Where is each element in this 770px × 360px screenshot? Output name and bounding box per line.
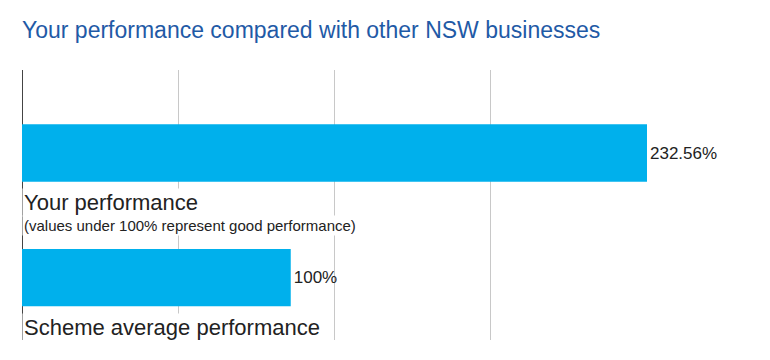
svg-text:Your performance: Your performance <box>24 190 198 215</box>
svg-text:100%: 100% <box>294 268 337 287</box>
svg-text:(values under 100% represent g: (values under 100% represent good perfor… <box>24 217 356 234</box>
svg-text:Your performance compared with: Your performance compared with other NSW… <box>22 17 600 43</box>
svg-text:Scheme average performance: Scheme average performance <box>24 315 320 340</box>
svg-text:232.56%: 232.56% <box>650 144 717 163</box>
